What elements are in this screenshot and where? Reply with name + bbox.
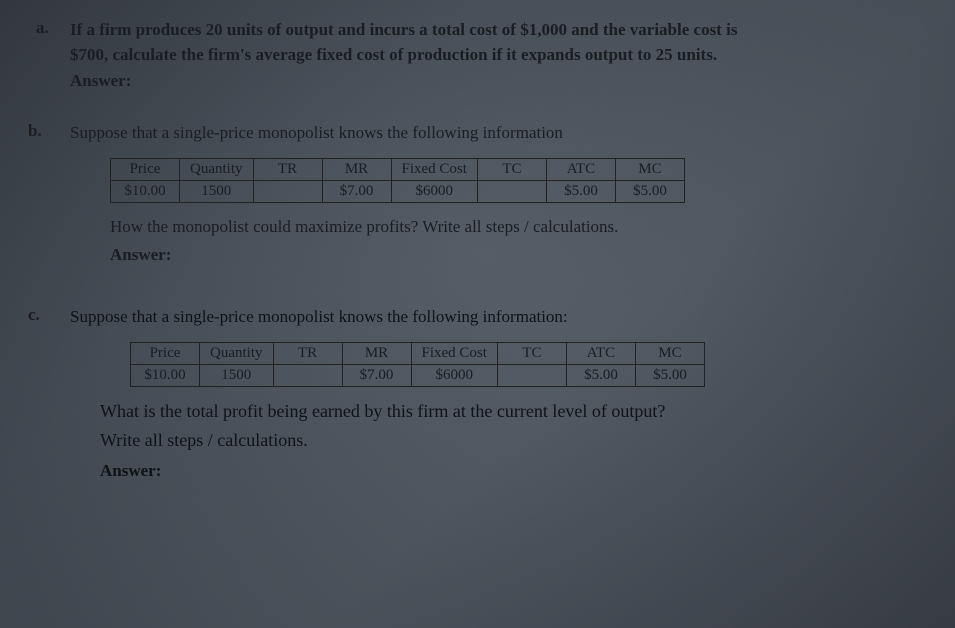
th-price: Price (111, 158, 180, 180)
td-tr (253, 180, 322, 202)
th-tc: TC (497, 342, 566, 364)
td-quantity: 1500 (200, 364, 274, 386)
td-tc (497, 364, 566, 386)
th-mr: MR (322, 158, 391, 180)
question-b-table: Price Quantity TR MR Fixed Cost TC ATC M… (110, 158, 685, 203)
td-fixedcost: $6000 (411, 364, 497, 386)
th-tr: TR (253, 158, 322, 180)
question-c-followup-line1: What is the total profit being earned by… (100, 401, 915, 422)
td-tc (477, 180, 546, 202)
th-fixedcost: Fixed Cost (411, 342, 497, 364)
th-quantity: Quantity (200, 342, 274, 364)
question-b-intro: Suppose that a single-price monopolist k… (70, 121, 915, 146)
table-row: Price Quantity TR MR Fixed Cost TC ATC M… (111, 158, 685, 180)
question-c-table: Price Quantity TR MR Fixed Cost TC ATC M… (130, 342, 705, 387)
th-tr: TR (273, 342, 342, 364)
th-fixedcost: Fixed Cost (391, 158, 477, 180)
th-atc: ATC (546, 158, 615, 180)
td-mr: $7.00 (322, 180, 391, 202)
td-price: $10.00 (111, 180, 180, 202)
table-row: Price Quantity TR MR Fixed Cost TC ATC M… (131, 342, 705, 364)
question-a-line1: If a firm produces 20 units of output an… (70, 20, 737, 39)
exam-page: a. If a firm produces 20 units of output… (0, 0, 955, 519)
td-fixedcost: $6000 (391, 180, 477, 202)
question-c-answer-label: Answer: (100, 461, 915, 481)
table-row: $10.00 1500 $7.00 $6000 $5.00 $5.00 (131, 364, 705, 386)
question-a-answer-label: Answer: (70, 71, 915, 91)
td-mc: $5.00 (615, 180, 684, 202)
question-b: b. Suppose that a single-price monopolis… (70, 121, 915, 265)
question-b-followup: How the monopolist could maximize profit… (110, 217, 915, 237)
question-a: a. If a firm produces 20 units of output… (70, 18, 915, 91)
question-c-intro: Suppose that a single-price monopolist k… (70, 305, 915, 330)
question-c: c. Suppose that a single-price monopolis… (70, 305, 915, 481)
th-atc: ATC (566, 342, 635, 364)
td-quantity: 1500 (180, 180, 254, 202)
td-atc: $5.00 (546, 180, 615, 202)
question-b-answer-label: Answer: (110, 245, 915, 265)
th-quantity: Quantity (180, 158, 254, 180)
td-tr (273, 364, 342, 386)
td-mr: $7.00 (342, 364, 411, 386)
th-price: Price (131, 342, 200, 364)
th-mc: MC (635, 342, 704, 364)
td-price: $10.00 (131, 364, 200, 386)
th-mc: MC (615, 158, 684, 180)
question-c-label: c. (28, 305, 40, 325)
question-b-label: b. (28, 121, 42, 141)
th-mr: MR (342, 342, 411, 364)
question-c-followup-line2: Write all steps / calculations. (100, 430, 915, 451)
table-row: $10.00 1500 $7.00 $6000 $5.00 $5.00 (111, 180, 685, 202)
td-mc: $5.00 (635, 364, 704, 386)
question-a-text: If a firm produces 20 units of output an… (70, 18, 915, 67)
question-a-label: a. (36, 18, 49, 38)
th-tc: TC (477, 158, 546, 180)
td-atc: $5.00 (566, 364, 635, 386)
question-a-line2: $700, calculate the firm's average fixed… (70, 45, 717, 64)
